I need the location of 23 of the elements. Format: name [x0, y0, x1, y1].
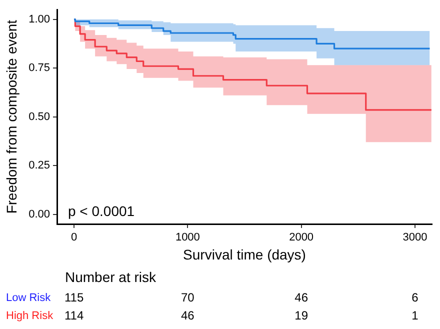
y-tick-label: 0.50	[28, 110, 50, 123]
y-tick-label: 0.75	[28, 62, 50, 74]
y-axis-title: Freedom from composite event	[3, 20, 20, 214]
data-label: 46	[294, 290, 308, 304]
annotation: p < 0.0001	[68, 202, 135, 219]
data-label: 19	[294, 308, 308, 322]
x-tick-label: 2000	[289, 232, 314, 244]
data-label: 114	[64, 308, 84, 322]
data-label: 1	[412, 308, 419, 322]
x-tick-label: 0	[70, 232, 78, 244]
data-label: 46	[181, 308, 195, 322]
x-axis-title: Survival time (days)	[183, 246, 306, 262]
y-tick-label: 0.25	[28, 160, 50, 172]
x-tick-label: 3000	[402, 232, 428, 244]
x-tick-label: 1000	[175, 232, 200, 244]
y-tick-label: High Risk	[6, 310, 54, 322]
y-tick-label: Low Risk	[6, 292, 52, 304]
data-label: 6	[412, 290, 419, 304]
data-label: 70	[181, 290, 195, 304]
chart-title: Number at risk	[65, 268, 158, 285]
y-tick-label: 0.00	[28, 208, 50, 220]
data-label: 115	[64, 290, 84, 304]
y-tick-label: 1.00	[28, 13, 50, 26]
